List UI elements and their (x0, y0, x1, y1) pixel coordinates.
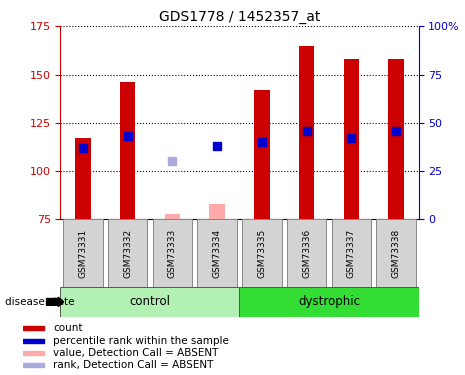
Text: GSM73334: GSM73334 (213, 228, 222, 278)
Bar (120, 82, 135, 219)
Title: GDS1778 / 1452357_at: GDS1778 / 1452357_at (159, 10, 320, 24)
Text: rank, Detection Call = ABSENT: rank, Detection Call = ABSENT (53, 360, 213, 370)
Text: count: count (53, 323, 83, 333)
Text: GSM73336: GSM73336 (302, 228, 311, 278)
Bar (23, 339, 45, 343)
Text: GSM73335: GSM73335 (257, 228, 266, 278)
Text: dystrophic: dystrophic (298, 296, 360, 308)
Bar (63, 219, 102, 287)
Bar (332, 219, 371, 287)
Bar (108, 219, 147, 287)
Bar (23, 363, 45, 367)
Bar (153, 219, 192, 287)
Bar (239, 287, 418, 317)
Bar (242, 219, 281, 287)
Text: GSM73332: GSM73332 (123, 228, 132, 278)
Text: GSM73338: GSM73338 (392, 228, 401, 278)
Bar (344, 59, 359, 219)
Text: GSM73333: GSM73333 (168, 228, 177, 278)
Bar (23, 326, 45, 330)
Bar (23, 351, 45, 355)
Text: GSM73331: GSM73331 (78, 228, 87, 278)
Bar (388, 59, 404, 219)
Text: percentile rank within the sample: percentile rank within the sample (53, 336, 229, 345)
Bar (209, 204, 225, 219)
Bar (60, 287, 239, 317)
Bar (254, 90, 270, 219)
Text: control: control (129, 296, 171, 308)
Bar (287, 219, 326, 287)
Text: value, Detection Call = ABSENT: value, Detection Call = ABSENT (53, 348, 219, 358)
Bar (165, 214, 180, 219)
Bar (299, 45, 314, 219)
Text: GSM73337: GSM73337 (347, 228, 356, 278)
Text: disease state: disease state (5, 297, 74, 307)
Bar (377, 219, 416, 287)
Bar (198, 219, 237, 287)
Bar (75, 138, 91, 219)
